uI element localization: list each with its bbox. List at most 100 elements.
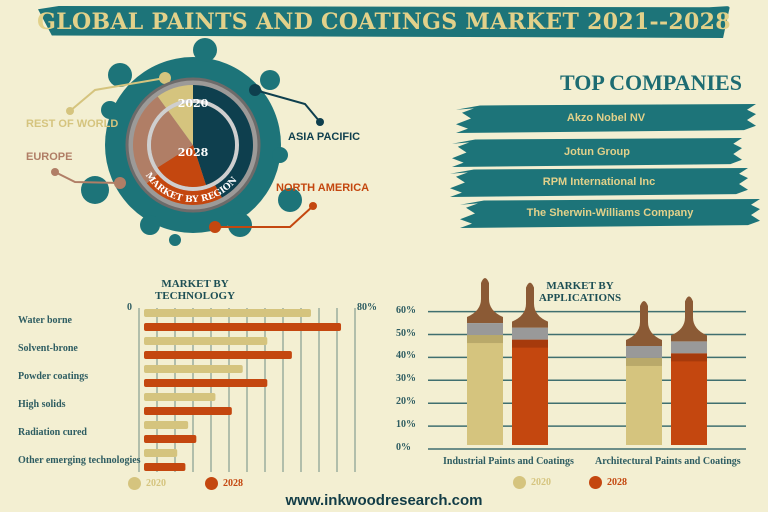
paint-drop: [169, 234, 181, 246]
paint-drop: [81, 176, 109, 204]
company-item: Akzo Nobel NV: [456, 104, 756, 133]
pie-2028-slice-asia-pacific: [193, 103, 236, 185]
brush-handle: [512, 282, 548, 328]
pie-2028-slice-europe: [150, 111, 193, 168]
brush-bristles: [467, 335, 503, 344]
tech-legend-2020: 2020: [128, 477, 166, 490]
paint-drop: [101, 101, 119, 119]
connector-line: [54, 171, 121, 184]
brush-handle: [671, 296, 707, 342]
pie-2028-slice-north-america: [157, 145, 206, 187]
brush-paint-2028: [671, 359, 707, 445]
connector-dot: [249, 84, 261, 96]
region-label-europe: EUROPE: [26, 151, 73, 163]
legend-swatch: [589, 476, 602, 489]
category-label: Architectural Paints and Coatings: [595, 456, 741, 467]
paint-drop: [272, 147, 288, 163]
bar-2028: [144, 351, 292, 359]
ring-label-2020: 2020: [178, 97, 209, 110]
bar-2020: [144, 309, 311, 317]
legend-label: 2020: [531, 477, 551, 488]
bar-2028: [144, 323, 342, 331]
company-item: Jotun Group: [452, 138, 742, 167]
paint-drop: [260, 70, 280, 90]
connector-dot: [66, 107, 74, 115]
connector-line: [254, 89, 321, 123]
connector-dot: [159, 72, 171, 84]
bar-2028: [144, 379, 268, 387]
title-banner: [38, 6, 730, 38]
bar-2020: [144, 337, 268, 345]
pie-ring-divider: [147, 99, 239, 191]
y-tick-label: 0%: [396, 442, 411, 453]
paint-drop: [140, 215, 160, 235]
brush-paint-2020: [467, 341, 503, 445]
brush-ferrule: [467, 323, 503, 336]
connector-dot: [114, 177, 126, 189]
brush-bristles: [512, 339, 548, 348]
region-label-rest-of-world: REST OF WORLD: [26, 118, 119, 130]
y-tick-label: 20%: [396, 396, 416, 408]
category-label: Powder coatings: [18, 371, 89, 382]
brush-ferrule: [512, 327, 548, 340]
brush-paint-2020: [626, 363, 662, 445]
connector-dot: [209, 221, 221, 233]
category-label: Other emerging technologies: [18, 455, 141, 466]
pie-2020-slice-asia-pacific: [193, 85, 254, 198]
bar-2028: [144, 435, 197, 443]
app-legend-2028: 2028: [589, 476, 627, 489]
company-item: The Sherwin-Williams Company: [460, 199, 760, 228]
tick-label-0: 0: [127, 302, 132, 313]
brush-bristles: [671, 353, 707, 362]
brush-ferrule: [671, 341, 707, 354]
brush-paint-2028: [512, 345, 548, 445]
bar-2028: [144, 407, 232, 415]
paint-drop: [228, 213, 252, 237]
bar-2028: [144, 463, 186, 471]
y-tick-label: 10%: [396, 419, 416, 431]
top-companies-title: TOP COMPANIES: [560, 70, 742, 95]
applications-chart-title: MARKET BY APPLICATIONS: [538, 280, 622, 304]
category-label: Solvent-brone: [18, 343, 78, 354]
y-tick-label: 60%: [396, 304, 416, 316]
legend-swatch: [513, 476, 526, 489]
footer-url[interactable]: www.inkwoodresearch.com: [285, 492, 483, 509]
y-tick-label: 40%: [396, 350, 416, 362]
connector-dot: [309, 202, 317, 210]
bar-2020: [144, 393, 216, 401]
connector-line: [69, 77, 166, 112]
brush-ferrule: [626, 345, 662, 358]
bar-2020: [144, 365, 243, 373]
paint-drop: [108, 63, 132, 87]
bar-2020: [144, 421, 189, 429]
region-label-north-america: NORTH AMERICA: [276, 182, 370, 194]
category-label: High solids: [18, 399, 66, 410]
legend-swatch: [128, 477, 141, 490]
legend-swatch: [205, 477, 218, 490]
category-label: Industrial Paints and Coatings: [443, 456, 574, 467]
y-tick-label: 30%: [396, 373, 416, 385]
brush-handle: [467, 278, 503, 324]
legend-label: 2028: [223, 478, 243, 489]
region-label-asia-pacific: ASIA PACIFIC: [288, 131, 361, 143]
tech-legend-2028: 2028: [205, 477, 243, 490]
category-label: Water borne: [18, 315, 72, 326]
connector-line: [215, 205, 314, 228]
ring-label-2028: 2028: [178, 146, 209, 159]
connector-dot: [51, 168, 59, 176]
pie-2020-slice-europe: [133, 96, 168, 184]
legend-label: 2028: [607, 477, 627, 488]
category-label: Radiation cured: [18, 427, 87, 438]
pie-2020-slice-rest-of-world: [157, 85, 193, 110]
pie-2028-slice-rest-of-world: [168, 103, 193, 145]
company-item: RPM International Inc: [450, 168, 748, 197]
page-title: GLOBAL PAINTS AND COATINGS MARKET 2021--…: [37, 9, 731, 35]
tick-label-80: 80%: [357, 302, 377, 313]
bar-2020: [144, 449, 178, 457]
paint-drop: [193, 38, 217, 62]
y-tick-label: 50%: [396, 327, 416, 339]
brush-bristles: [626, 357, 662, 366]
legend-label: 2020: [146, 478, 166, 489]
connector-dot: [316, 118, 324, 126]
